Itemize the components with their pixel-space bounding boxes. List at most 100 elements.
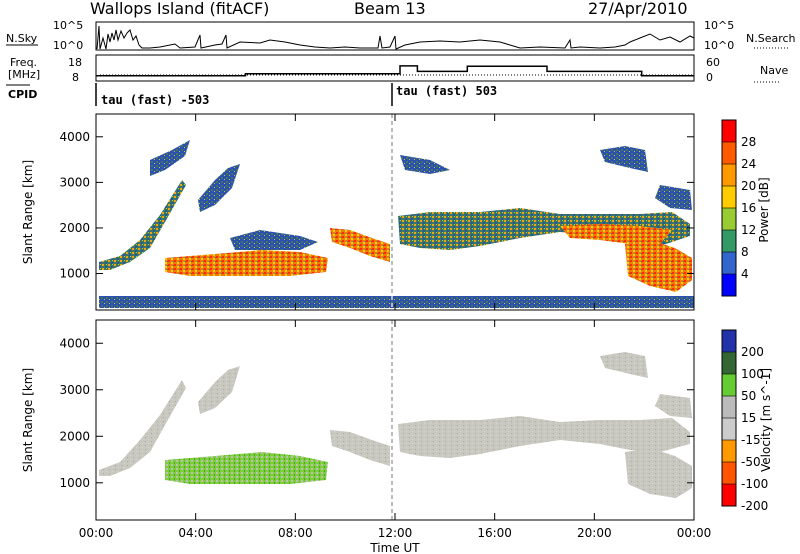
power-colorbar-swatch	[722, 230, 736, 253]
velocity-colorbar-tick-label: -15	[741, 433, 761, 447]
velocity-ytick-label: 1000	[59, 476, 90, 490]
velocity-colorbar-swatch	[722, 352, 736, 375]
time-tick-label: 16:00	[477, 526, 512, 540]
nsearch-label: N.Search	[746, 32, 796, 45]
time-tick-label: 00:00	[677, 526, 712, 540]
freq-tick-high: 18	[68, 56, 82, 69]
nave-tick-high: 60	[706, 56, 720, 69]
time-axis: 00:00 04:00 08:00 12:00 16:00 20:00 00:00	[79, 114, 712, 540]
freq-panel: Freq. [MHz] 18 8 60 0 Nave	[8, 54, 788, 84]
power-colorbar-swatch	[722, 186, 736, 209]
power-ytick-label: 2000	[59, 221, 90, 235]
date-title: 27/Apr/2010	[588, 0, 688, 18]
velocity-echo-region	[99, 380, 186, 476]
velocity-colorbar-label: Velocity [m s^-1]	[759, 368, 773, 472]
velocity-echo-region	[165, 452, 328, 484]
power-panel: 1000 2000 3000 4000 Slant Range [km]	[21, 113, 695, 311]
power-echo-region	[400, 155, 450, 174]
xaxis-label: Time UT	[369, 541, 420, 554]
velocity-colorbar-tick-label: 100	[741, 367, 764, 381]
velocity-colorbar-swatch	[722, 330, 736, 353]
velocity-colorbar-swatch	[722, 374, 736, 397]
time-tick-label: 08:00	[278, 526, 313, 540]
freq-trace	[96, 65, 694, 77]
velocity-ylabel: Slant Range [km]	[21, 368, 35, 472]
velocity-colorbar-tick-label: -100	[741, 477, 768, 491]
power-ytick-label: 3000	[59, 175, 90, 189]
velocity-colorbar-swatch	[722, 440, 736, 463]
power-colorbar: 28 24 20 16 12 8 4	[721, 119, 756, 297]
power-echo-region	[230, 230, 318, 250]
freq-unit-label: [MHz]	[8, 68, 40, 81]
time-tick-label: 12:00	[378, 526, 413, 540]
power-echo-region	[560, 224, 672, 244]
power-colorbar-tick-label: 4	[741, 267, 749, 281]
power-yaxis: 1000 2000 3000 4000	[59, 130, 694, 281]
power-colorbar-swatch	[722, 120, 736, 143]
velocity-panel: 1000 2000 3000 4000 00:00 04:00 08:00 12:00 16:…	[21, 114, 711, 554]
power-echo-region	[99, 180, 186, 270]
nsearch-tick-high: 10^5	[704, 19, 734, 32]
power-colorbar-tick-label: 24	[741, 157, 756, 171]
cpid-event-1: tau (fast) 503	[396, 84, 497, 98]
power-colorbar-swatch	[722, 252, 736, 275]
nsky-panel: N.Sky 10^5 10^0 10^5 10^0 N.Search	[6, 19, 796, 52]
power-colorbar-tick-label: 28	[741, 135, 756, 149]
power-echo-region	[198, 164, 240, 212]
power-ytick-label: 4000	[59, 130, 90, 144]
velocity-ytick-label: 3000	[59, 383, 90, 397]
power-colorbar-tick-label: 8	[741, 245, 749, 259]
power-colorbar-swatch	[722, 274, 736, 297]
nsearch-tick-low: 10^0	[704, 39, 734, 52]
power-colorbar-label: Power [dB]	[757, 177, 771, 242]
nsky-tick-high: 10^5	[53, 19, 83, 32]
velocity-colorbar-swatch	[722, 396, 736, 419]
nave-tick-low: 0	[706, 71, 713, 84]
freq-label: Freq.	[10, 56, 37, 69]
power-echo-region	[600, 146, 648, 172]
time-tick-label: 20:00	[577, 526, 612, 540]
power-echo-region	[330, 228, 390, 262]
power-colorbar-swatch	[722, 208, 736, 231]
velocity-ytick-label: 4000	[59, 336, 90, 350]
velocity-colorbar-swatch	[722, 484, 736, 507]
velocity-colorbar-tick-label: 50	[741, 389, 756, 403]
nave-label: Nave	[760, 64, 788, 77]
nsky-tick-low: 10^0	[53, 39, 83, 52]
velocity-colorbar-tick-label: 15	[741, 411, 756, 425]
power-echo-region	[150, 140, 190, 176]
velocity-colorbar: 200 100 50 15 -15 -50 -100 -200	[721, 329, 768, 513]
power-ytick-label: 1000	[59, 267, 90, 281]
nsky-trace	[96, 25, 695, 50]
velocity-echoes	[99, 352, 692, 498]
nsky-label: N.Sky	[6, 32, 38, 45]
cpid-event-0: tau (fast) -503	[101, 93, 209, 107]
cpid-panel: CPID tau (fast) -503 tau (fast) 503	[6, 83, 497, 107]
velocity-colorbar-tick-label: 200	[741, 345, 764, 359]
velocity-echo-region	[198, 366, 240, 414]
power-echo-region	[165, 250, 328, 276]
power-colorbar-tick-label: 16	[741, 201, 756, 215]
power-echo-region	[625, 240, 692, 292]
power-echo-region	[655, 185, 692, 210]
power-colorbar-swatch	[722, 164, 736, 187]
velocity-echo-region	[398, 416, 690, 458]
velocity-echo-region	[625, 448, 692, 498]
velocity-colorbar-tick-label: -200	[741, 499, 768, 513]
cpid-label: CPID	[8, 88, 37, 101]
power-ylabel: Slant Range [km]	[21, 160, 35, 264]
velocity-ytick-label: 2000	[59, 429, 90, 443]
velocity-echo-region	[600, 352, 648, 378]
station-title: Wallops Island (fitACF)	[90, 0, 269, 18]
power-colorbar-tick-label: 20	[741, 179, 756, 193]
velocity-colorbar-swatch	[722, 418, 736, 441]
beam-title: Beam 13	[354, 0, 426, 18]
velocity-echo-region	[330, 430, 390, 466]
velocity-colorbar-swatch	[722, 462, 736, 485]
freq-tick-low: 8	[72, 71, 79, 84]
velocity-yaxis: 1000 2000 3000 4000	[59, 336, 694, 490]
power-echoes	[99, 140, 694, 308]
velocity-echo-region	[655, 394, 692, 418]
power-echo-region	[99, 296, 694, 308]
